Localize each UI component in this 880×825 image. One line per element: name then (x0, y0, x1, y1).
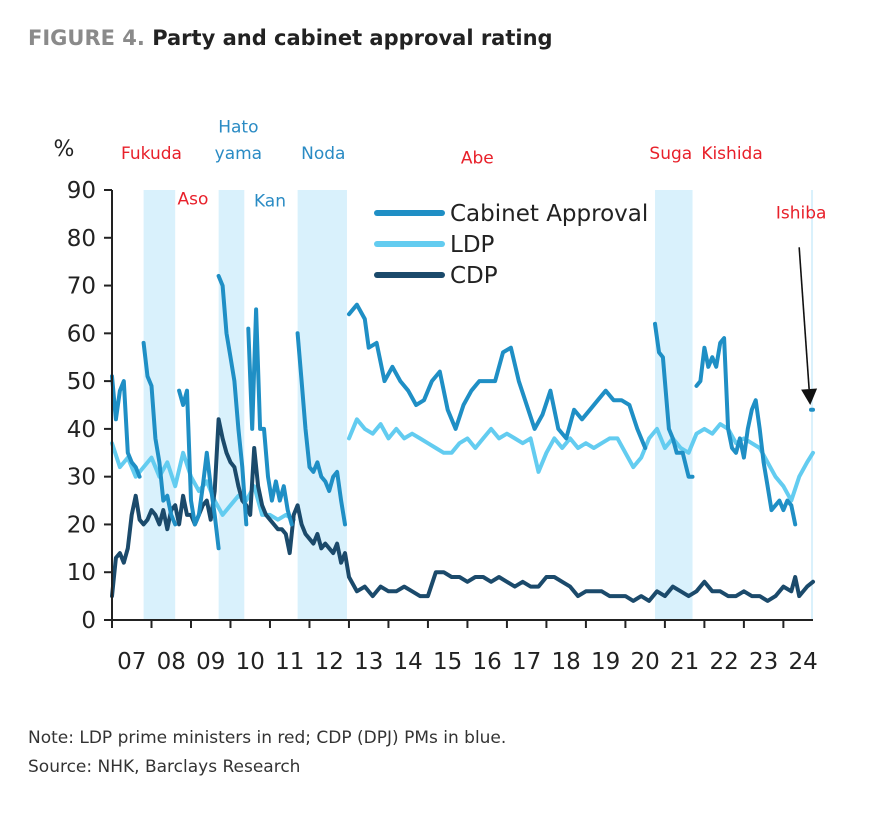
x-tick-label: 21 (670, 649, 699, 675)
y-tick-label: 40 (67, 417, 96, 443)
x-tick-label: 14 (394, 649, 423, 675)
shaded-period (655, 190, 693, 620)
y-axis-label: % (54, 137, 75, 162)
pm-label: yama (215, 144, 262, 164)
series-line-cabinet-approval (141, 340, 178, 527)
y-tick-label: 60 (67, 321, 96, 347)
pm-label: Fukuda (121, 144, 182, 164)
pm-label: Ishiba (776, 204, 827, 224)
series-line-cabinet-approval (246, 307, 294, 527)
pm-label: Noda (301, 144, 345, 164)
figure-number: FIGURE 4. (28, 26, 145, 50)
source-text: Source: NHK, Barclays Research (28, 757, 301, 777)
series-lines (110, 274, 815, 603)
figure-title: FIGURE 4. Party and cabinet approval rat… (28, 26, 553, 50)
x-tick-label: 10 (236, 649, 265, 675)
shaded-period (143, 190, 176, 620)
x-tick-label: 12 (315, 649, 344, 675)
series-line-cabinet-approval (177, 388, 221, 551)
y-tick-label: 0 (81, 608, 96, 634)
x-tick-label: 23 (749, 649, 778, 675)
x-tick-label: 19 (591, 649, 620, 675)
y-tick-label: 30 (67, 465, 96, 491)
annotation-arrow (798, 247, 818, 405)
chart: Fukuda Aso Hato yama Kan Noda Abe Suga Kishida Is… (54, 118, 827, 675)
y-tick-label: 10 (67, 560, 96, 586)
pm-label: Suga (649, 144, 692, 164)
pm-label: Aso (178, 189, 209, 209)
legend-label: LDP (450, 232, 495, 258)
legend-label: CDP (450, 263, 498, 289)
x-tick-label: 13 (354, 649, 383, 675)
series-line-cabinet-approval (216, 274, 249, 527)
series-line-cabinet-approval (347, 302, 648, 450)
y-tick-label: 70 (67, 274, 96, 300)
axes: 0 10 20 30 40 50 60 70 80 90% 07 08 09 10 11 12 13 14 15 16… (54, 137, 818, 675)
legend: Cabinet Approval LDP CDP (374, 201, 648, 289)
series-line-cabinet-approval (694, 336, 798, 527)
figure-title-text: Party and cabinet approval rating (152, 26, 553, 50)
pm-label: Kishida (701, 144, 762, 164)
x-tick-label: 11 (275, 649, 304, 675)
x-tick-label: 18 (552, 649, 581, 675)
x-tick-label: 17 (512, 649, 541, 675)
legend-label: Cabinet Approval (450, 201, 648, 227)
series-line-cabinet-approval (110, 374, 142, 479)
x-tick-label: 24 (788, 649, 817, 675)
pm-label: Hato (218, 118, 258, 138)
arrow-head (801, 388, 818, 405)
x-tick-label: 22 (710, 649, 739, 675)
y-tick-label: 20 (67, 512, 96, 538)
pm-labels: Fukuda Aso Hato yama Kan Noda Abe Suga Kishida Is… (121, 118, 826, 224)
series-line-cabinet-approval (295, 331, 347, 527)
note-text: Note: LDP prime ministers in red; CDP (D… (28, 728, 507, 748)
x-tick-label: 16 (473, 649, 502, 675)
shaded-period (811, 190, 814, 620)
series-line-ldp (347, 417, 815, 503)
shaded-period (218, 190, 245, 620)
y-tick-label: 50 (67, 369, 96, 395)
x-tick-label: 08 (157, 649, 186, 675)
y-tick-label: 90 (67, 178, 96, 204)
series-line-cabinet-approval (653, 321, 695, 479)
pm-label: Kan (254, 192, 286, 212)
x-tick-label: 09 (196, 649, 225, 675)
x-tick-label: 20 (631, 649, 660, 675)
arrow-shaft (798, 247, 810, 390)
y-tick-label: 80 (67, 226, 96, 252)
x-tick-label: 15 (433, 649, 462, 675)
series-line-cdp (110, 417, 815, 603)
pm-label: Abe (461, 149, 494, 169)
x-tick-label: 07 (117, 649, 146, 675)
